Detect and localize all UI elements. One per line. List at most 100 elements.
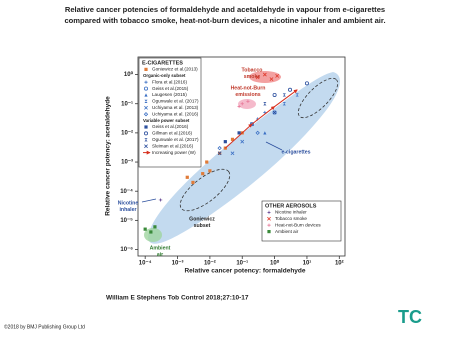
annotation: Heat-not-Burn <box>231 85 266 91</box>
legend-swatch <box>144 80 148 84</box>
legend-swatch <box>267 216 271 221</box>
legend-label: Laugesen (2015) <box>152 92 187 97</box>
y-tick-label: 10⁰ <box>124 71 134 78</box>
x-tick-label: 10¹ <box>303 260 312 267</box>
point <box>143 227 147 231</box>
point <box>201 172 205 176</box>
legend-swatch <box>143 86 148 91</box>
legend-header: Variable power subset <box>143 118 190 123</box>
point <box>223 140 227 144</box>
y-tick-label: 10⁻⁴ <box>120 189 133 195</box>
point <box>288 87 293 92</box>
legend-label: Ogunwale et al. (2017) <box>152 99 199 104</box>
legend-label: Goniewicz et al.(2013) <box>152 67 198 72</box>
legend-swatch <box>267 230 271 234</box>
annotation: emissions <box>235 92 260 98</box>
x-tick-label: 10⁻⁴ <box>139 261 152 267</box>
x-tick-label: 10⁻² <box>204 260 216 267</box>
point <box>223 146 227 150</box>
legend-swatch <box>144 125 148 129</box>
point <box>246 99 250 104</box>
point <box>255 130 260 136</box>
point <box>282 93 286 97</box>
point <box>217 145 222 151</box>
x-tick-label: 10² <box>335 260 344 267</box>
annotation: subset <box>194 223 211 229</box>
annotation: smoke <box>244 74 261 80</box>
legend-swatch <box>266 210 272 215</box>
annotation: Ambient <box>150 245 171 251</box>
legend-swatch <box>143 112 149 117</box>
point <box>230 151 235 156</box>
logo: TC <box>398 307 422 327</box>
legend-box <box>261 200 342 242</box>
annotation: air <box>157 252 163 258</box>
title-line: compared with tobacco smoke, heat-not-bu… <box>64 16 385 25</box>
point <box>158 197 163 203</box>
point <box>217 151 222 156</box>
legend-swatch <box>144 99 148 103</box>
point <box>263 102 267 106</box>
point <box>208 169 212 173</box>
legend-label: Sleiman et al.(2016) <box>152 143 194 148</box>
legend-swatch <box>267 223 271 227</box>
legend-swatch <box>144 105 148 110</box>
point <box>240 139 245 144</box>
annotation-arrow <box>265 141 283 151</box>
legend-header: E-CIGARETTES <box>142 60 183 66</box>
goniewicz-subset <box>179 168 231 212</box>
point <box>263 131 267 135</box>
point <box>237 104 241 109</box>
annotation: Nicotine <box>118 200 139 206</box>
point <box>304 81 309 86</box>
y-tick-label: 10⁻³ <box>121 159 133 166</box>
legend-label: Nicotine inhaler <box>275 210 307 215</box>
point <box>237 131 241 135</box>
plot-frame <box>137 56 346 257</box>
legend-header: Organic-only subset <box>143 73 186 78</box>
power-line <box>224 89 298 149</box>
point <box>185 175 189 179</box>
legend-swatch <box>144 138 148 142</box>
y-tick-label: 10⁻² <box>121 129 133 136</box>
point <box>230 137 235 141</box>
y-axis-label: Relative cancer potency: acetaldehyde <box>105 96 112 216</box>
point <box>205 160 209 164</box>
annotation: inhaler <box>119 207 136 213</box>
legend-label: Gillman et al.(2016) <box>152 131 193 136</box>
y-tick-label: 10⁻¹ <box>121 100 133 107</box>
point <box>191 180 195 185</box>
point <box>149 230 153 234</box>
legend-label: Heat-not-Burn devices <box>275 222 321 227</box>
point <box>153 225 157 229</box>
legend-label: Geiss et al.(2015) <box>152 86 189 91</box>
x-tick-label: 10⁻³ <box>172 260 184 267</box>
legend-box <box>138 57 202 168</box>
point <box>255 75 260 80</box>
source: William E Stephens Tob Control 2018;27:1… <box>106 295 249 302</box>
legend-label: Uchiyama et al. (2016) <box>152 111 199 116</box>
legend-label: Tobacco smoke <box>275 216 307 221</box>
legend-label: Ambient air <box>275 229 299 234</box>
legend-swatch <box>144 93 148 97</box>
x-axis-label: Relative cancer potency: formaldehyde <box>184 268 305 275</box>
x-tick-label: 10⁰ <box>270 260 280 267</box>
legend-swatch <box>144 144 148 149</box>
point <box>240 102 244 106</box>
x-tick-label: 10⁻¹ <box>236 260 248 267</box>
annotation: Tobacco <box>242 67 263 73</box>
legend-label: Geiss et al.(2016) <box>152 124 189 129</box>
legend-label: Ogunwale et al. (2017) <box>152 137 199 142</box>
point <box>262 72 267 77</box>
ambient-region <box>144 228 162 242</box>
annotation-arrow <box>141 198 157 203</box>
legend-swatch <box>143 131 148 136</box>
point <box>272 92 277 97</box>
point <box>269 77 274 81</box>
legend-label: Flora et al.(2016) <box>152 79 187 84</box>
title-line: Relative cancer potencies of formaldehyd… <box>65 5 385 14</box>
annotation: e-cigarettes <box>281 149 310 155</box>
legend-label: Increasing power (W) <box>152 150 196 155</box>
